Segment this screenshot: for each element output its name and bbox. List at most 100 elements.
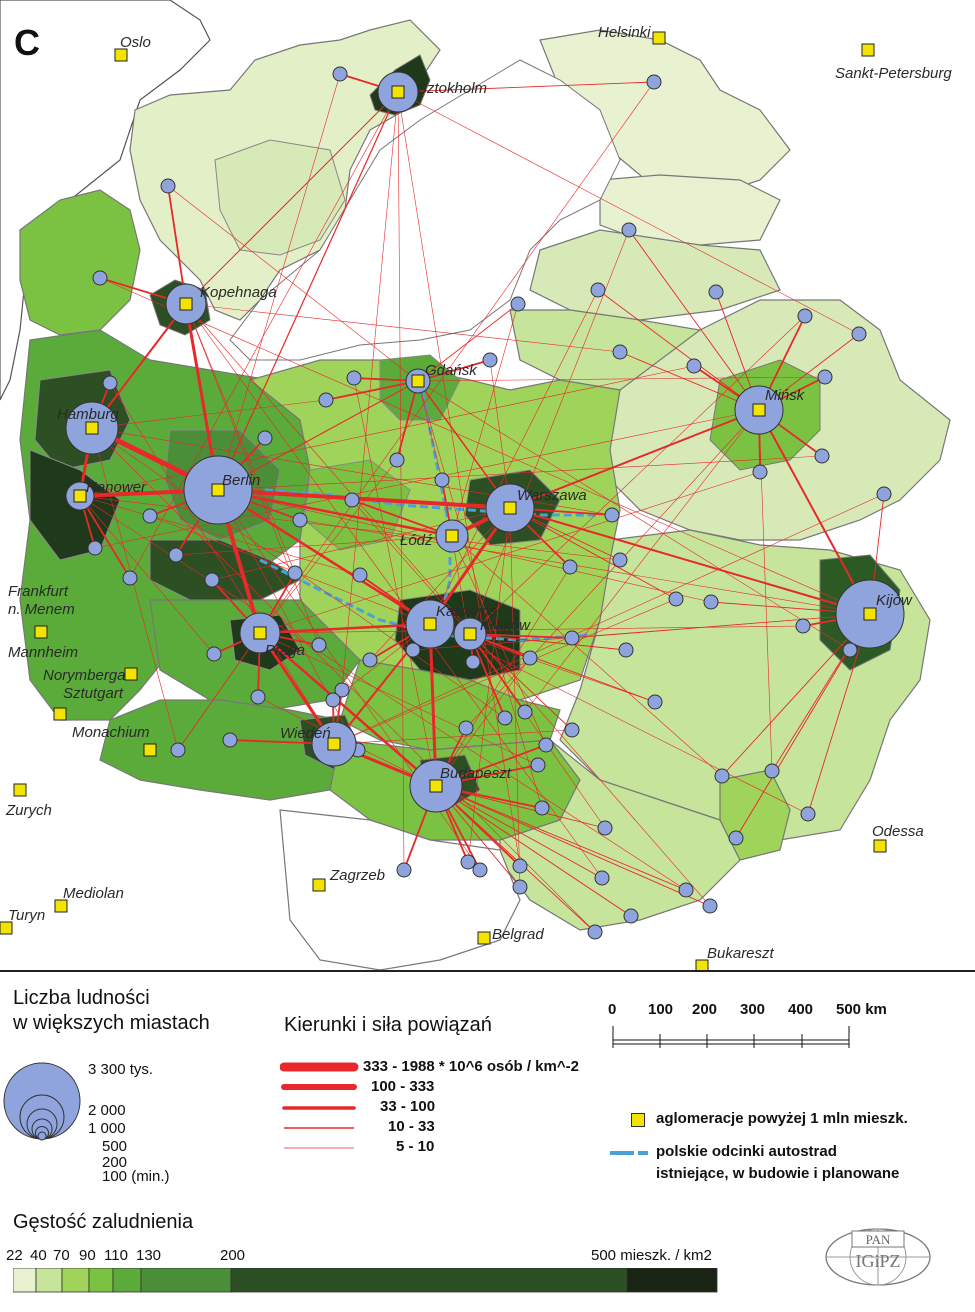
link-minor-b-54 bbox=[509, 507, 521, 888]
agglomeration-square-25 bbox=[54, 899, 68, 913]
link-minor-56 bbox=[435, 785, 687, 891]
region-estonia bbox=[599, 174, 781, 246]
agglomeration-square-0 bbox=[114, 48, 128, 62]
label-sztokholm: Sztokholm bbox=[417, 80, 487, 97]
density-title: Gęstość zaludnienia bbox=[13, 1211, 194, 1233]
link-minor-18 bbox=[351, 499, 453, 537]
link-minor-b-36 bbox=[524, 409, 760, 713]
link-minor-b-56 bbox=[79, 495, 687, 891]
link-minor-43 bbox=[177, 632, 261, 751]
pop-title-2: w większych miastach bbox=[13, 1012, 210, 1034]
city-circle-42 bbox=[250, 689, 266, 705]
link-strong-20 bbox=[216, 488, 432, 626]
scale-bar bbox=[612, 1026, 850, 1048]
agglomeration-square-24 bbox=[312, 878, 326, 892]
density-tick-2: 70 bbox=[53, 1247, 70, 1264]
link-minor-b-64 bbox=[412, 613, 871, 651]
link-minor-b-25 bbox=[185, 303, 296, 574]
city-circle-6 bbox=[708, 284, 724, 300]
city-circle-74 bbox=[564, 722, 580, 738]
link-minor-1 bbox=[397, 81, 655, 93]
density-tick-0: 22 bbox=[6, 1247, 23, 1264]
label-odessa: Odessa bbox=[872, 823, 924, 840]
link-minor-23 bbox=[79, 495, 131, 579]
label-gdansk: Gdańsk bbox=[425, 362, 478, 379]
city-circle-4 bbox=[92, 270, 108, 286]
city-circle-29 bbox=[668, 591, 684, 607]
city-circle-71 bbox=[612, 552, 628, 568]
link-minor-48 bbox=[435, 785, 606, 829]
link-minor-b-26 bbox=[79, 495, 361, 576]
pop-size-2: 1 000 bbox=[88, 1120, 126, 1137]
pop-size-1: 2 000 bbox=[88, 1102, 126, 1119]
panel-letter: C bbox=[14, 22, 40, 63]
city-circle-28 bbox=[604, 507, 620, 523]
label-turyn: Turyn bbox=[8, 907, 45, 924]
density-tick-5: 130 bbox=[136, 1247, 162, 1264]
link-minor-b-22 bbox=[175, 535, 453, 556]
label-kijow: Kijów bbox=[876, 592, 913, 609]
link-minor-b-24 bbox=[211, 507, 511, 581]
density-swatch-3 bbox=[88, 1268, 114, 1293]
link-minor-b-43 bbox=[91, 427, 179, 751]
link-minor-b-53 bbox=[397, 91, 405, 871]
link-minor-70 bbox=[435, 785, 711, 907]
city-circle-46 bbox=[530, 757, 546, 773]
label-frankfurt-1: Frankfurt bbox=[8, 583, 69, 600]
city-circle-15 bbox=[257, 430, 273, 446]
city-circle-35 bbox=[647, 694, 663, 710]
link-minor-b-38 bbox=[341, 91, 399, 691]
density-swatch-6 bbox=[230, 1268, 628, 1293]
links-legend-lines bbox=[280, 1062, 359, 1149]
city-circle-70 bbox=[702, 898, 718, 914]
city-circle-10 bbox=[612, 344, 628, 360]
density-swatch-7 bbox=[626, 1268, 718, 1293]
link-minor-b-40 bbox=[185, 303, 320, 646]
city-circle-18 bbox=[344, 492, 360, 508]
city-circle-41 bbox=[206, 646, 222, 662]
label-praga: Praga bbox=[265, 642, 305, 659]
city-circle-36 bbox=[517, 704, 533, 720]
city-circle-65 bbox=[325, 692, 341, 708]
map-panel: C Oslo Helsinki Sankt-Petersburg Sztokho… bbox=[0, 0, 953, 970]
city-circle-67 bbox=[538, 737, 554, 753]
label-monachium: Monachium bbox=[72, 724, 150, 741]
label-mediolan: Mediolan bbox=[63, 885, 124, 902]
link-minor-b-33 bbox=[469, 633, 627, 651]
link-minor-50 bbox=[807, 613, 871, 815]
city-circle-19 bbox=[292, 512, 308, 528]
motorway-legend-line bbox=[610, 1151, 652, 1155]
pop-size-0: 3 300 tys. bbox=[88, 1061, 154, 1078]
scale-tick-5: 500 km bbox=[836, 1001, 887, 1018]
density-scale bbox=[13, 1268, 718, 1293]
region-denmark bbox=[19, 189, 141, 336]
link-minor-b-47 bbox=[417, 380, 543, 809]
agglomeration-square-18 bbox=[253, 626, 267, 640]
city-circle-38 bbox=[334, 682, 350, 698]
link-network bbox=[78, 73, 885, 933]
motorway-a2 bbox=[264, 488, 600, 517]
city-circle-9 bbox=[482, 352, 498, 368]
city-circle-27 bbox=[562, 559, 578, 575]
link-minor-b-16 bbox=[259, 459, 398, 634]
city-circle-60 bbox=[814, 448, 830, 464]
link-minor-b-63 bbox=[469, 315, 806, 635]
pop-size-5: 100 (min.) bbox=[102, 1168, 170, 1185]
motorway-label-1: polskie odcinki autostrad bbox=[656, 1143, 837, 1160]
agglomeration-square-12 bbox=[423, 617, 437, 631]
agglomeration-square-20 bbox=[429, 779, 443, 793]
city-circle-30 bbox=[703, 594, 719, 610]
agglomeration-square-22 bbox=[13, 783, 27, 797]
city-circle-59 bbox=[876, 486, 892, 502]
density-swatch-4 bbox=[112, 1268, 142, 1293]
link-label-0: 333 - 1988 * 10^6 osób / km^-2 bbox=[363, 1058, 579, 1075]
link-minor-b-11 bbox=[79, 365, 695, 497]
city-circle-21 bbox=[87, 540, 103, 556]
city-circle-62 bbox=[817, 369, 833, 385]
agglom-legend-square bbox=[631, 1113, 645, 1127]
label-frankfurt-2: n. Menem bbox=[8, 601, 75, 618]
link-strong-9 bbox=[428, 622, 438, 788]
link-minor-b-32 bbox=[417, 380, 851, 651]
agglomeration-square-13 bbox=[463, 627, 477, 641]
city-circle-68 bbox=[512, 858, 528, 874]
